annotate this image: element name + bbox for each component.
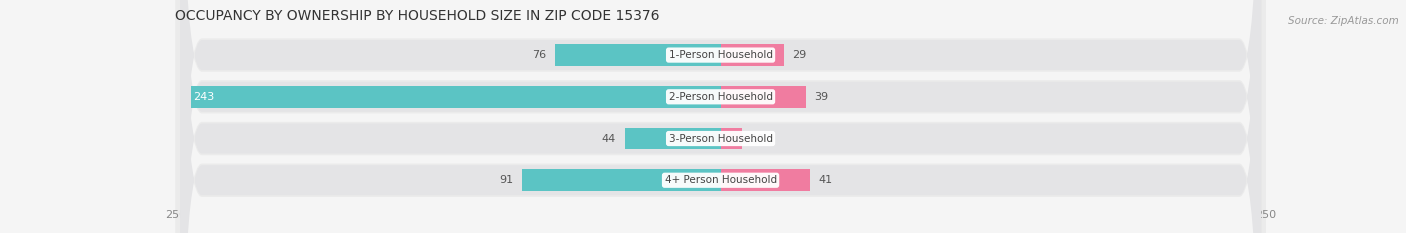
Text: 76: 76 (531, 50, 546, 60)
FancyBboxPatch shape (176, 0, 1265, 233)
FancyBboxPatch shape (180, 0, 1261, 233)
Bar (191, 86, 721, 108)
Bar (624, 128, 721, 149)
FancyBboxPatch shape (180, 0, 1261, 233)
Text: 44: 44 (602, 134, 616, 144)
Bar (721, 169, 810, 191)
FancyBboxPatch shape (176, 0, 1265, 233)
Text: 243: 243 (193, 92, 215, 102)
FancyBboxPatch shape (180, 0, 1261, 233)
Text: 10: 10 (751, 134, 765, 144)
FancyBboxPatch shape (176, 0, 1265, 233)
Text: 29: 29 (793, 50, 807, 60)
FancyBboxPatch shape (180, 0, 1261, 233)
Bar (721, 44, 783, 66)
Text: OCCUPANCY BY OWNERSHIP BY HOUSEHOLD SIZE IN ZIP CODE 15376: OCCUPANCY BY OWNERSHIP BY HOUSEHOLD SIZE… (174, 9, 659, 23)
Text: Source: ZipAtlas.com: Source: ZipAtlas.com (1288, 16, 1399, 26)
Bar (721, 86, 806, 108)
FancyBboxPatch shape (176, 0, 1265, 233)
Bar (721, 128, 742, 149)
Text: 41: 41 (818, 175, 832, 185)
Text: 39: 39 (814, 92, 828, 102)
Text: 2-Person Household: 2-Person Household (669, 92, 772, 102)
Text: 3-Person Household: 3-Person Household (669, 134, 772, 144)
Bar (522, 169, 721, 191)
Text: 4+ Person Household: 4+ Person Household (665, 175, 776, 185)
Bar (555, 44, 721, 66)
Text: 91: 91 (499, 175, 513, 185)
Text: 1-Person Household: 1-Person Household (669, 50, 772, 60)
